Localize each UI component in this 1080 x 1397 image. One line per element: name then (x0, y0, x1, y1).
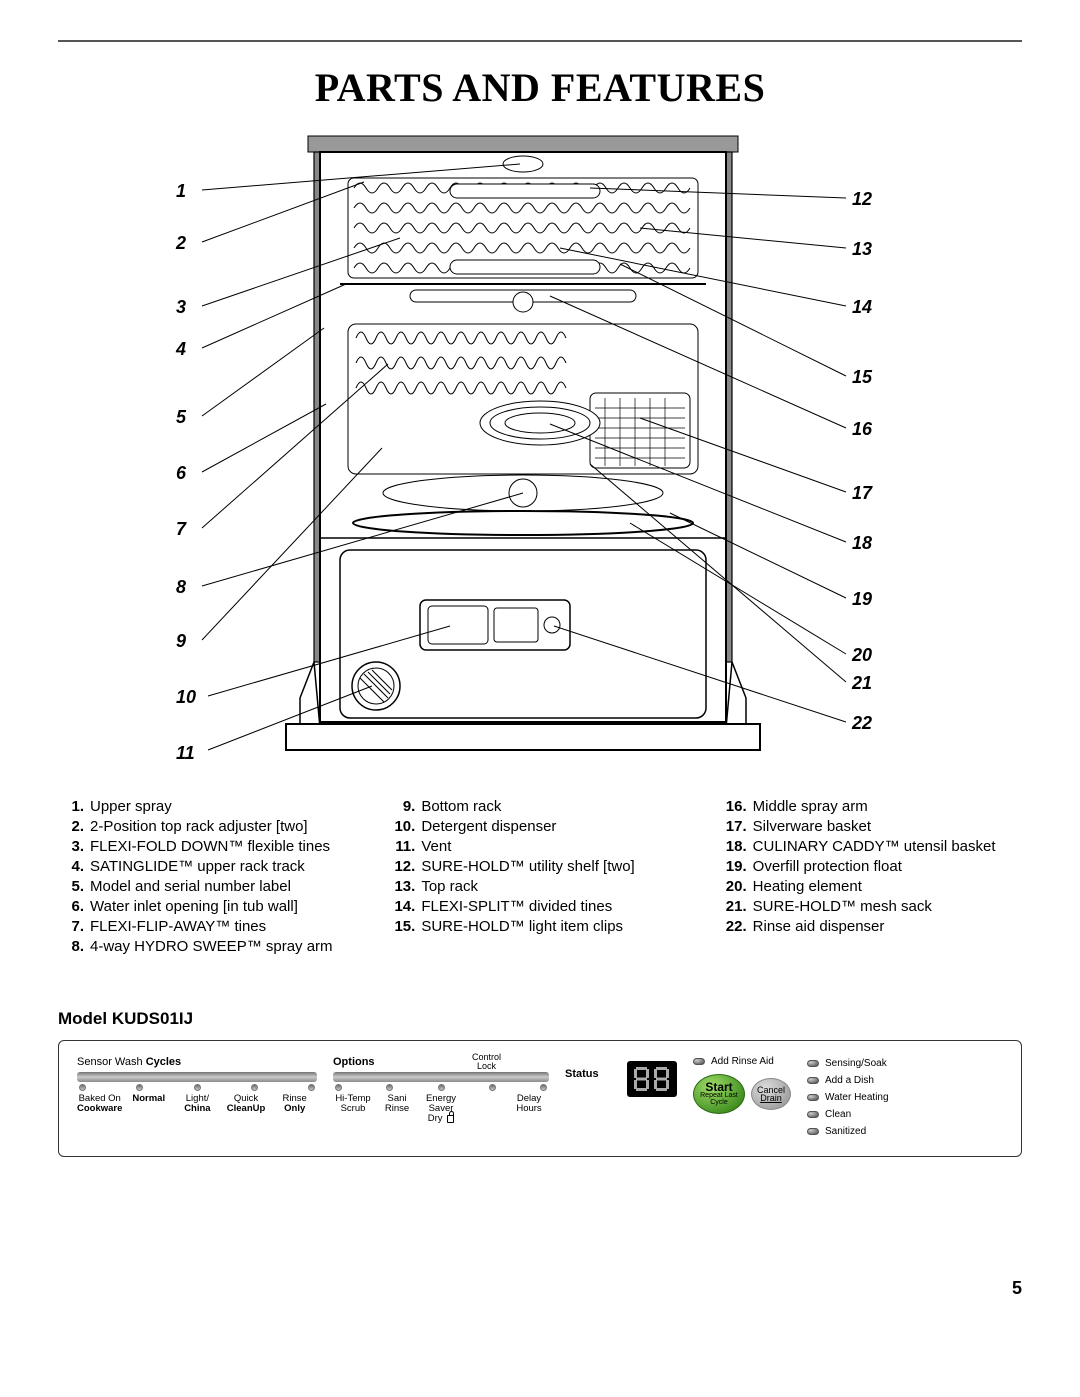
cycles-section: Sensor Wash Cycles Baked OnCookwareNorma… (77, 1055, 317, 1114)
parts-item: 4.SATINGLIDE™ upper rack track (58, 858, 359, 876)
page-number: 5 (58, 1277, 1022, 1300)
legend-item: Water Heating (807, 1091, 889, 1104)
parts-item: 14.FLEXI-SPLIT™ divided tines (389, 898, 690, 916)
diagram-label-16: 16 (852, 418, 872, 441)
parts-item: 2.2-Position top rack adjuster [two] (58, 818, 359, 836)
option-indicator[interactable] (438, 1084, 445, 1091)
control-lock-label: ControlLock (472, 1053, 501, 1071)
status-legend: Sensing/Soak Add a Dish Water Heating Clean… (807, 1057, 889, 1138)
diagram-label-3: 3 (176, 296, 186, 319)
cycle-indicator[interactable] (251, 1084, 258, 1091)
diagram-label-7: 7 (176, 518, 186, 541)
diagram-svg (150, 128, 930, 768)
cycle-indicator[interactable] (308, 1084, 315, 1091)
status-label: Status (565, 1067, 611, 1081)
option-label: Hi-TempScrub (333, 1094, 373, 1124)
diagram-label-5: 5 (176, 406, 186, 429)
dishwasher-diagram: 12345678910111213141516171819202122 (150, 128, 930, 768)
legend-item: Sanitized (807, 1125, 889, 1138)
parts-list: 1.Upper spray 2.2-Position top rack adjus… (58, 798, 1022, 958)
cycles-label: Sensor Wash Cycles (77, 1055, 317, 1069)
parts-item: 7.FLEXI-FLIP-AWAY™ tines (58, 918, 359, 936)
parts-item: 13.Top rack (389, 878, 690, 896)
cycle-label: QuickCleanUp (224, 1094, 269, 1114)
option-indicator[interactable] (386, 1084, 393, 1091)
option-label: DelayHours (509, 1094, 549, 1124)
parts-item: 17.Silverware basket (721, 818, 1022, 836)
diagram-label-19: 19 (852, 588, 872, 611)
display-88 (627, 1061, 677, 1097)
option-label: SaniRinse (377, 1094, 417, 1124)
parts-item: 19.Overfill protection float (721, 858, 1022, 876)
diagram-label-15: 15 (852, 366, 872, 389)
diagram-label-22: 22 (852, 712, 872, 735)
page-title: PARTS AND FEATURES (58, 62, 1022, 114)
legend-item: Clean (807, 1108, 889, 1121)
diagram-label-13: 13 (852, 238, 872, 261)
add-rinse-aid-label: Add Rinse Aid (711, 1055, 774, 1068)
option-indicator[interactable] (489, 1084, 496, 1091)
diagram-label-17: 17 (852, 482, 872, 505)
parts-item: 15.SURE-HOLD™ light item clips (389, 918, 690, 936)
diagram-label-20: 20 (852, 644, 872, 667)
cycle-label: Normal (126, 1094, 171, 1114)
diagram-label-2: 2 (176, 232, 186, 255)
parts-item: 22.Rinse aid dispenser (721, 918, 1022, 936)
parts-item: 20.Heating element (721, 878, 1022, 896)
cycle-indicator[interactable] (194, 1084, 201, 1091)
top-rule (58, 40, 1022, 42)
diagram-label-8: 8 (176, 576, 186, 599)
diagram-label-14: 14 (852, 296, 872, 319)
parts-item: 16.Middle spray arm (721, 798, 1022, 816)
parts-item: 11.Vent (389, 838, 690, 856)
diagram-label-4: 4 (176, 338, 186, 361)
parts-item: 12.SURE-HOLD™ utility shelf [two] (389, 858, 690, 876)
options-label: Options (333, 1055, 549, 1069)
diagram-label-12: 12 (852, 188, 872, 211)
legend-item: Sensing/Soak (807, 1057, 889, 1070)
parts-item: 8.4-way HYDRO SWEEP™ spray arm (58, 938, 359, 956)
cycle-label: RinseOnly (272, 1094, 317, 1114)
diagram-label-18: 18 (852, 532, 872, 555)
diagram-label-11: 11 (176, 742, 195, 765)
model-heading: Model KUDS01IJ (58, 1008, 1022, 1030)
option-label: EnergySaverDry (421, 1094, 461, 1124)
option-indicator[interactable] (540, 1084, 547, 1091)
diagram-label-10: 10 (176, 686, 196, 709)
parts-item: 9.Bottom rack (389, 798, 690, 816)
cycle-indicator[interactable] (136, 1084, 143, 1091)
options-bar (333, 1072, 549, 1082)
parts-item: 3.FLEXI-FOLD DOWN™ flexible tines (58, 838, 359, 856)
options-section: Options ControlLock Hi-TempScrubSaniRins… (333, 1055, 549, 1124)
lens-icon (693, 1058, 705, 1065)
parts-item: 10.Detergent dispenser (389, 818, 690, 836)
parts-col-1: 1.Upper spray 2.2-Position top rack adjus… (58, 798, 359, 958)
cycle-label: Baked OnCookware (77, 1094, 122, 1114)
parts-item: 6.Water inlet opening [in tub wall] (58, 898, 359, 916)
option-label (465, 1094, 505, 1124)
diagram-label-1: 1 (176, 180, 186, 203)
parts-item: 5.Model and serial number label (58, 878, 359, 896)
cycle-label: Light/China (175, 1094, 220, 1114)
parts-item: 1.Upper spray (58, 798, 359, 816)
parts-item: 18.CULINARY CADDY™ utensil basket (721, 838, 1022, 856)
parts-item: 21.SURE-HOLD™ mesh sack (721, 898, 1022, 916)
diagram-label-9: 9 (176, 630, 186, 653)
parts-col-2: 9.Bottom rack 10.Detergent dispenser 11.Ve… (389, 798, 690, 958)
cycle-indicator[interactable] (79, 1084, 86, 1091)
control-panel: Sensor Wash Cycles Baked OnCookwareNorma… (58, 1040, 1022, 1157)
cancel-button[interactable]: Cancel Drain (751, 1078, 791, 1110)
status-section: Status (565, 1055, 611, 1084)
diagram-label-6: 6 (176, 462, 186, 485)
option-indicator[interactable] (335, 1084, 342, 1091)
parts-col-3: 16.Middle spray arm 17.Silverware basket 1… (721, 798, 1022, 958)
cycles-bar (77, 1072, 317, 1082)
legend-item: Add a Dish (807, 1074, 889, 1087)
start-button[interactable]: Start Repeat Last Cycle (693, 1074, 745, 1114)
diagram-label-21: 21 (852, 672, 872, 695)
